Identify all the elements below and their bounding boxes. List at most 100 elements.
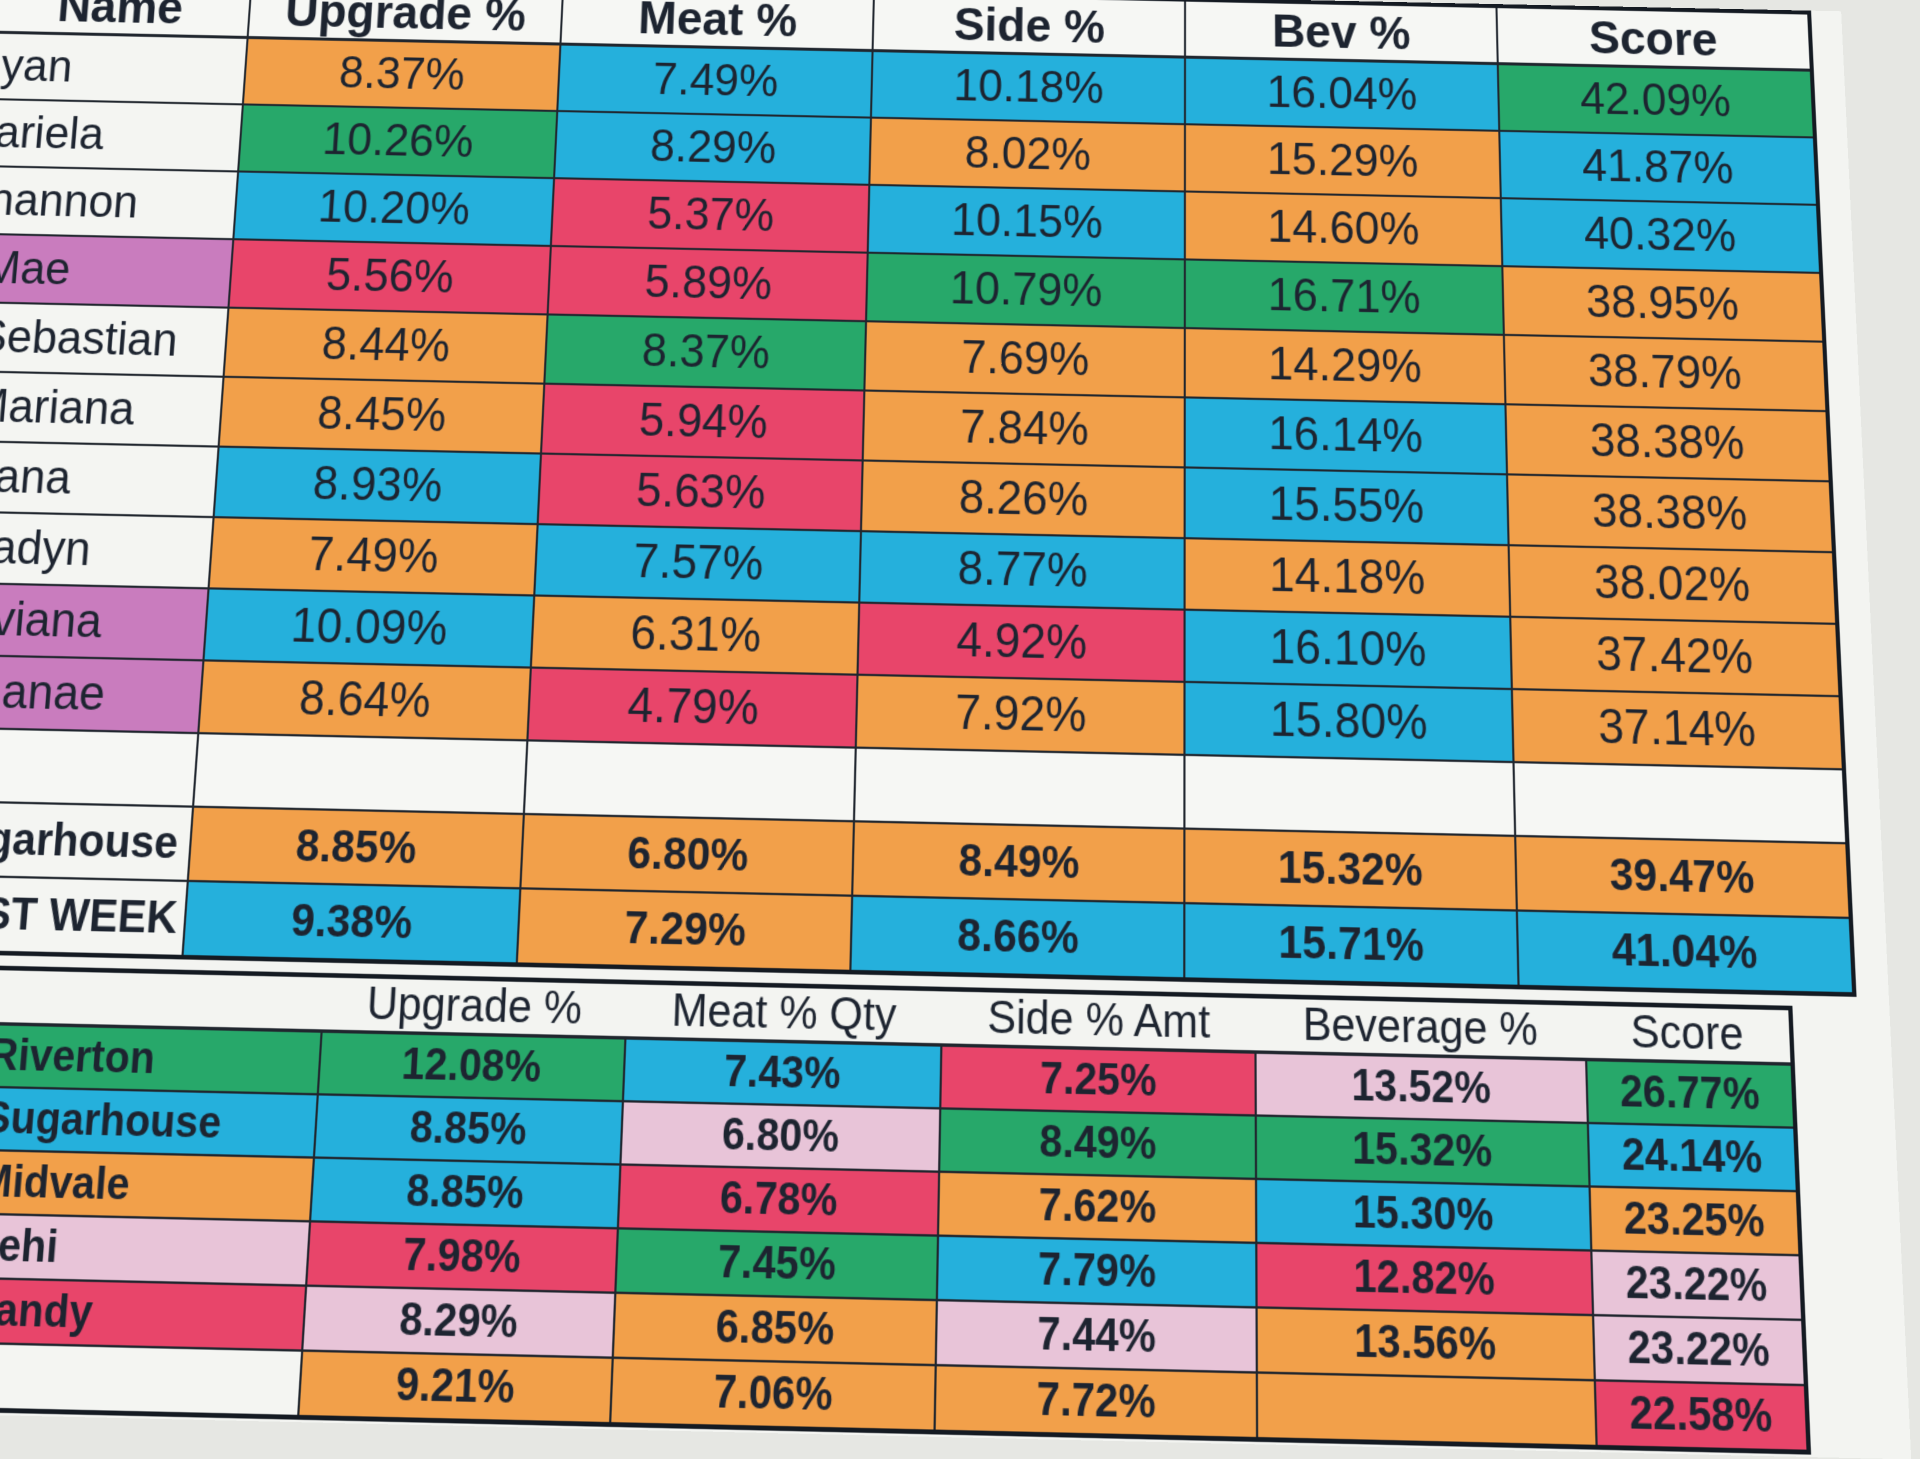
value-cell: 6.80%	[521, 814, 855, 896]
value-cell: 5.37%	[551, 178, 870, 253]
row-name: Midvale	[0, 1150, 313, 1222]
value-cell: 9.21%	[298, 1351, 613, 1425]
value-cell: 8.45%	[218, 377, 544, 454]
row-name: Riverton	[0, 1023, 321, 1094]
value-cell: 7.25%	[941, 1045, 1256, 1115]
store-header-beverage: Beverage %	[1255, 996, 1585, 1059]
value-cell: 37.42%	[1510, 617, 1840, 696]
header-score: Score	[1497, 6, 1812, 70]
value-cell: 16.14%	[1185, 397, 1507, 474]
value-cell: 8.85%	[187, 807, 524, 889]
value-cell: 40.32%	[1501, 198, 1821, 273]
value-cell: 15.55%	[1185, 467, 1509, 545]
value-cell: 4.92%	[858, 603, 1185, 682]
value-cell: 8.37%	[545, 314, 867, 390]
value-cell: 8.29%	[554, 111, 871, 185]
value-cell: 16.71%	[1185, 259, 1504, 334]
value-cell: 10.09%	[203, 588, 535, 667]
value-cell: 5.94%	[541, 384, 864, 461]
value-cell: 10.26%	[238, 104, 558, 178]
value-cell: 7.62%	[938, 1172, 1256, 1243]
value-cell: 41.87%	[1499, 131, 1818, 205]
header-upgrade: Upgrade %	[247, 0, 563, 44]
row-name: Viviana	[0, 582, 208, 660]
value-cell: 15.29%	[1185, 124, 1501, 198]
row-name	[0, 1342, 302, 1417]
value-cell	[1257, 1373, 1596, 1448]
value-cell: 37.14%	[1512, 689, 1844, 769]
value-cell: 10.20%	[233, 171, 555, 246]
value-cell: 6.31%	[531, 595, 859, 674]
value-cell: 7.57%	[535, 524, 862, 602]
row-name: yan	[0, 32, 247, 104]
value-cell: 14.18%	[1185, 538, 1511, 617]
row-name: Shanae	[0, 654, 203, 733]
store-header-name	[0, 967, 325, 1031]
value-cell: 7.49%	[208, 517, 538, 595]
value-cell: 9.38%	[182, 881, 521, 965]
value-cell: 7.29%	[517, 888, 852, 972]
value-cell: 15.32%	[1256, 1115, 1589, 1186]
value-cell: 26.77%	[1586, 1059, 1796, 1127]
value-cell: 15.80%	[1185, 682, 1514, 762]
row-name: Sugarhouse	[0, 801, 193, 881]
value-cell: 14.29%	[1185, 328, 1506, 404]
value-cell: 7.79%	[937, 1236, 1256, 1308]
value-cell: 4.79%	[528, 668, 858, 748]
header-bev: Bev %	[1185, 0, 1498, 64]
value-cell: 8.49%	[939, 1108, 1256, 1179]
value-cell: 7.92%	[856, 675, 1185, 755]
value-cell: 15.32%	[1185, 829, 1517, 911]
value-cell: 8.37%	[242, 37, 560, 111]
row-name: LAST WEEK	[0, 875, 187, 957]
value-cell: 8.85%	[313, 1094, 622, 1164]
value-cell: 8.44%	[223, 308, 548, 384]
row-name: hannon	[0, 166, 238, 239]
value-cell: 8.93%	[213, 447, 541, 525]
value-cell: 13.52%	[1256, 1052, 1588, 1123]
row-name: Sandy	[0, 1278, 306, 1351]
value-cell: 6.85%	[612, 1293, 937, 1365]
row-name: Sana	[0, 441, 218, 517]
value-cell: 7.69%	[865, 321, 1185, 397]
value-cell: 5.89%	[548, 246, 868, 321]
value-cell: 38.95%	[1502, 266, 1824, 342]
spacer-cell	[524, 740, 856, 821]
value-cell: 12.08%	[317, 1031, 625, 1101]
value-cell: 15.30%	[1256, 1179, 1591, 1251]
spacer-cell	[193, 733, 528, 814]
value-cell: 10.18%	[871, 51, 1185, 125]
row-name: ariela	[0, 99, 242, 172]
value-cell: 42.09%	[1498, 64, 1815, 138]
value-cell: 12.82%	[1256, 1243, 1592, 1315]
value-cell: 8.64%	[198, 660, 531, 740]
value-cell: 7.49%	[558, 44, 873, 118]
value-cell: 15.71%	[1185, 903, 1519, 987]
employee-table: Name Upgrade % Meat % Side % Bev % Score…	[0, 0, 1857, 997]
value-cell: 39.47%	[1515, 836, 1851, 918]
value-cell: 13.56%	[1257, 1307, 1595, 1380]
value-cell: 38.79%	[1504, 335, 1828, 411]
store-header-side: Side % Amt	[942, 989, 1256, 1052]
value-cell: 8.77%	[860, 531, 1185, 609]
header-meat: Meat %	[561, 0, 875, 51]
value-cell: 6.78%	[617, 1164, 939, 1235]
value-cell: 7.45%	[615, 1228, 938, 1300]
store-table: Upgrade % Meat % Qty Side % Amt Beverage…	[0, 965, 1811, 1455]
value-cell: 10.79%	[866, 253, 1185, 328]
value-cell: 7.84%	[863, 391, 1185, 468]
header-side: Side %	[873, 0, 1185, 57]
value-cell: 38.38%	[1506, 404, 1831, 481]
value-cell: 41.04%	[1517, 911, 1854, 995]
value-cell: 6.80%	[620, 1101, 941, 1172]
store-header-score: Score	[1584, 1003, 1792, 1064]
value-cell: 8.49%	[853, 821, 1185, 903]
value-cell: 38.38%	[1507, 474, 1834, 552]
store-rows: Riverton 12.08% 7.43% 7.25% 13.52% 26.77% Suga…	[0, 1023, 1809, 1452]
value-cell: 8.66%	[851, 896, 1185, 980]
store-header-meat: Meat % Qty	[625, 982, 943, 1045]
spacer-cell	[0, 727, 198, 807]
row-name: Mae	[0, 234, 233, 308]
value-cell: 8.26%	[861, 460, 1185, 538]
